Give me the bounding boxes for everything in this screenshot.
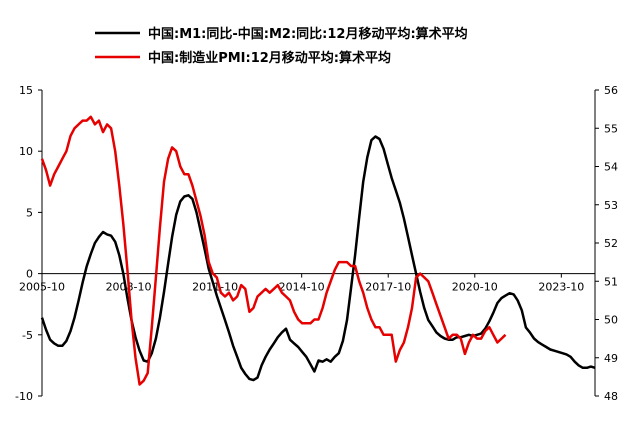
right-tick-label: 48 (604, 390, 618, 403)
right-tick-label: 53 (604, 199, 618, 212)
x-tick-label: 2005-10 (19, 281, 65, 294)
legend-label-series-1: 中国:制造业PMI:12月移动平均:算术平均 (148, 50, 391, 66)
left-tick-label: 5 (26, 206, 33, 219)
x-tick-label: 2020-10 (452, 281, 498, 294)
right-tick-label: 50 (604, 314, 618, 327)
left-axis-ticks: -10 -5 0 5 10 15 (15, 84, 42, 403)
left-tick-label: -10 (15, 390, 33, 403)
series-line-0 (40, 135, 596, 382)
left-tick-label: 0 (26, 268, 33, 281)
legend: 中国:M1:同比-中国:M2:同比:12月移动平均:算术平均 中国:制造业PMI… (95, 26, 468, 66)
x-axis-ticks: 2005-10 2008-10 2011-10 2014-10 2017-10 2020-… (19, 273, 584, 294)
right-axis-ticks: 48 49 50 51 52 53 54 55 56 (595, 84, 618, 403)
legend-label-series-0: 中国:M1:同比-中国:M2:同比:12月移动平均:算术平均 (148, 26, 468, 42)
right-tick-label: 55 (604, 122, 618, 135)
x-tick-label: 2017-10 (365, 281, 411, 294)
right-tick-label: 51 (604, 275, 618, 288)
left-tick-label: 10 (19, 145, 33, 158)
left-tick-label: 15 (19, 84, 33, 97)
x-tick-label: 2014-10 (279, 281, 325, 294)
x-tick-label: 2023-10 (538, 281, 584, 294)
series-layer (40, 115, 596, 386)
right-tick-label: 56 (604, 84, 618, 97)
series-line-1 (40, 115, 507, 386)
left-tick-label: -5 (22, 329, 33, 342)
right-tick-label: 49 (604, 352, 618, 365)
right-tick-label: 54 (604, 161, 618, 174)
right-tick-label: 52 (604, 237, 618, 250)
